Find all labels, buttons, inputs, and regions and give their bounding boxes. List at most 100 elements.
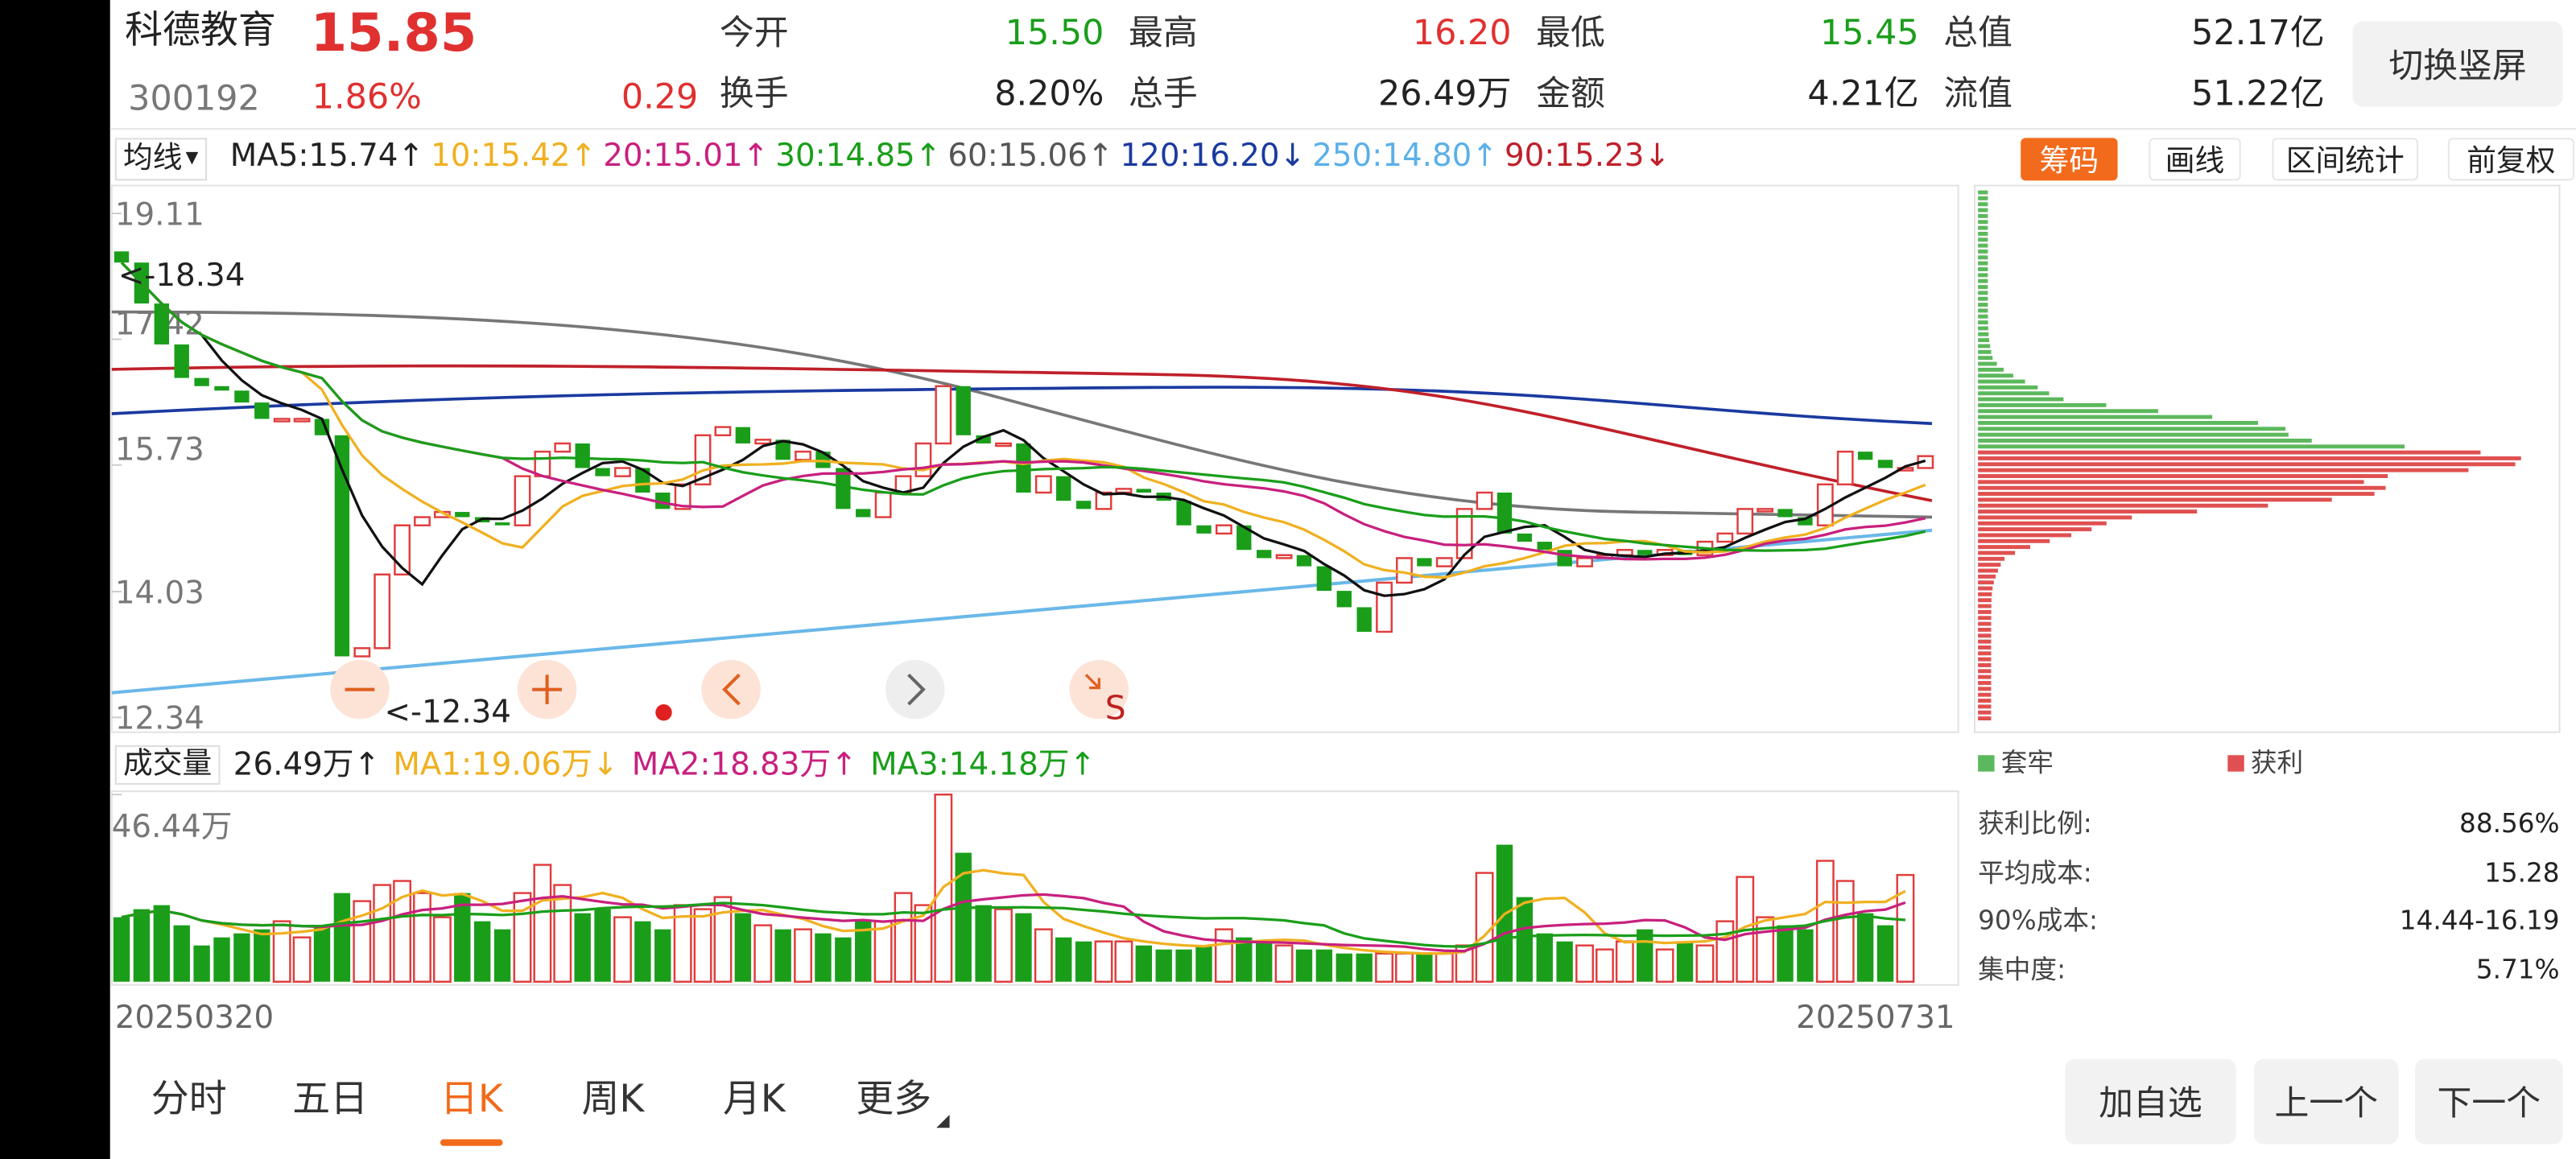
volume-bar: [1715, 920, 1735, 983]
chip-bar: [1978, 326, 1988, 331]
volume-bar: [1435, 952, 1454, 983]
chip-bar: [1978, 468, 2469, 472]
tool-s-icon: [1084, 674, 1100, 690]
tool-right[interactable]: [885, 659, 945, 720]
candle: [1836, 450, 1854, 486]
chip-bar: [1978, 250, 1988, 254]
volume-selector-label: 成交量: [123, 747, 213, 782]
tab[interactable]: 月K: [722, 1079, 786, 1122]
ma-line: [120, 262, 1926, 552]
tool-button[interactable]: 画线: [2149, 138, 2241, 181]
stat-value: 15.50: [1005, 13, 1104, 53]
volume-bar: [1536, 933, 1553, 982]
ma-selector[interactable]: 均线 ▼: [114, 138, 207, 181]
volume-item: MA1:19.06万↓: [393, 746, 619, 782]
candle: [795, 450, 811, 461]
chip-bar: [1978, 356, 1993, 361]
ma-selector-label: 均线: [123, 141, 183, 176]
volume-bar: [313, 925, 331, 982]
volume-bar: [1094, 940, 1113, 983]
chip-bar: [1978, 278, 1988, 283]
volume-bar: [173, 925, 190, 982]
chip-bar: [1978, 704, 1992, 709]
candle: [1396, 557, 1413, 584]
chip-bar: [1978, 296, 1988, 301]
tool-s[interactable]: [1069, 659, 1129, 720]
chip-bar: [1978, 397, 2064, 402]
tool-button[interactable]: 区间统计: [2272, 138, 2419, 181]
chip-stat-value: 88.56%: [2459, 807, 2560, 839]
candle: [935, 385, 952, 445]
ma-item: 20:15.01↑: [603, 138, 770, 175]
chip-bar: [1978, 409, 2158, 414]
volume-item: MA3:14.18万↑: [870, 746, 1096, 782]
tab[interactable]: 更多: [856, 1079, 932, 1122]
chip-bar: [1978, 385, 2038, 390]
stat-value: 52.17亿: [2191, 13, 2325, 53]
chip-bar: [1978, 308, 1988, 313]
candle: [1075, 501, 1092, 509]
candle: [995, 442, 1012, 448]
stat-value: 8.20%: [994, 73, 1104, 113]
tool-left[interactable]: [701, 659, 761, 720]
tool-button[interactable]: 前复权: [2447, 138, 2574, 181]
volume-bar: [1475, 872, 1494, 983]
candle: [614, 467, 631, 477]
chip-bar: [1978, 273, 1988, 278]
candles: [114, 251, 1934, 658]
nav-button[interactable]: 下一个: [2414, 1058, 2563, 1145]
nav-button[interactable]: 上一个: [2253, 1058, 2399, 1145]
volume-frame: [110, 790, 1959, 986]
chip-bar: [1978, 669, 1992, 674]
volume-bar: [533, 864, 552, 983]
volume-bar: [153, 905, 171, 982]
chip-bar: [1978, 485, 2386, 490]
volume-bar: [1395, 952, 1414, 983]
candle: [874, 491, 892, 518]
toggle-button[interactable]: 切换竖屏: [2352, 21, 2563, 107]
chip-bar: [1978, 651, 1992, 656]
candle: [234, 390, 250, 403]
candle: [674, 483, 691, 510]
volume-selector[interactable]: 成交量: [114, 745, 221, 785]
chip-bar: [1978, 627, 1992, 632]
candle: [956, 386, 971, 435]
volume-bar: [292, 936, 312, 983]
chip-frame: [1974, 184, 2561, 733]
candle: [1777, 509, 1793, 518]
high-label: <-18.34: [118, 258, 245, 294]
tool-dot[interactable]: [655, 704, 672, 721]
chip-bar: [1978, 687, 1992, 691]
volume-bar: [753, 924, 773, 983]
ma-legend: MA5:15.74↑ 10:15.42↑ 20:15.01↑ 30:14.85↑ 60:…: [230, 138, 1670, 175]
candle: [1257, 550, 1272, 559]
stat-label: 流值: [1943, 73, 2013, 113]
volume-ma-line: [121, 893, 1906, 953]
tab[interactable]: 五日: [292, 1079, 369, 1122]
stat-label: 最高: [1129, 13, 1198, 53]
date-start: 20250320: [114, 1000, 275, 1037]
candle: [154, 303, 169, 344]
tab[interactable]: 周K: [581, 1079, 645, 1122]
nav-button[interactable]: 加自选: [2065, 1058, 2236, 1145]
volume-bar: [693, 908, 712, 983]
tool-button[interactable]: 筹码: [2021, 138, 2118, 181]
volume-bar: [1896, 873, 1915, 983]
chip-bar: [1978, 379, 2025, 384]
tab[interactable]: 日K: [440, 1079, 503, 1122]
chip-bar: [1978, 190, 1988, 195]
volume-bar: [634, 921, 651, 982]
candle: [353, 647, 371, 658]
volume-bar: [1295, 949, 1313, 982]
chip-bar: [1978, 291, 1988, 295]
chip-bar: [1978, 285, 1988, 289]
tab[interactable]: 分时: [151, 1079, 227, 1122]
legend-swatch: [1978, 755, 1995, 772]
chip-bar: [1978, 657, 1992, 662]
candle: [1296, 555, 1312, 567]
volume-bar: [193, 945, 210, 982]
volume-bar: [333, 893, 351, 982]
change: 0.29: [621, 76, 699, 117]
tab-underline: [440, 1139, 503, 1146]
stat-label: 金额: [1536, 73, 1605, 113]
